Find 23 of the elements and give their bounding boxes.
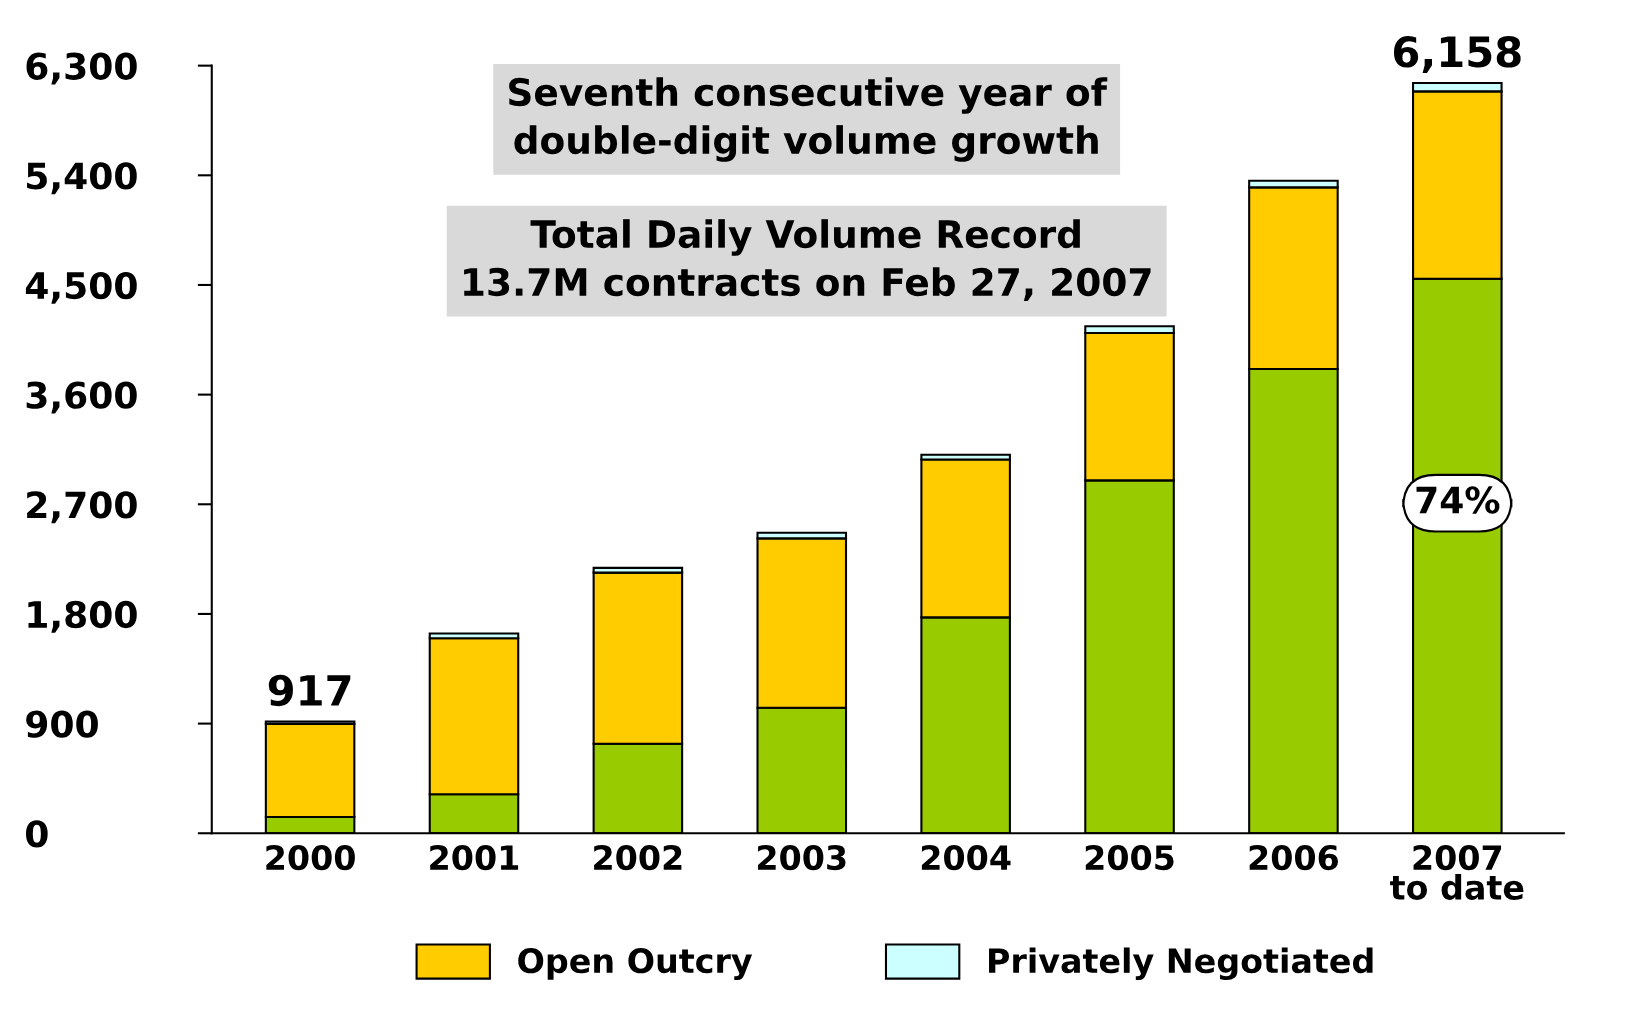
y-tick-label: 0: [26, 820, 48, 848]
y-tick-label: 6,300: [26, 52, 137, 85]
x-tick-label: 2006: [1249, 844, 1339, 871]
annotation: Seventh consecutive year of double-digit volume growth: [509, 77, 1108, 162]
y-tick-label: 2,700: [27, 491, 137, 524]
y-tick-label: 4,500: [25, 271, 137, 304]
total-label: 917: [268, 674, 351, 707]
x-tick-label: 2002: [594, 844, 682, 871]
total-label: 6,158: [1394, 36, 1521, 73]
x-tick-label: 2005: [1085, 844, 1174, 871]
y-tick-label: 3,600: [26, 381, 137, 414]
legend-label: Privately Negotiated: [989, 947, 1373, 980]
x-tick-label: 2001: [430, 844, 519, 871]
x-tick-label: 2007 to date: [1390, 844, 1524, 900]
annotation: 74%: [1416, 486, 1500, 514]
y-tick-label: 900: [26, 710, 98, 738]
y-tick-label: 1,800: [28, 600, 137, 633]
x-tick-label: 2003: [758, 844, 846, 871]
legend-label: Open Outcry: [518, 948, 753, 980]
annotation: Total Daily Volume Record 13.7M contracts on Feb 27, 2007: [464, 219, 1151, 301]
x-tick-label: 2004: [921, 844, 1011, 871]
y-tick-label: 5,400: [27, 162, 137, 195]
x-tick-label: 2000: [266, 844, 355, 871]
